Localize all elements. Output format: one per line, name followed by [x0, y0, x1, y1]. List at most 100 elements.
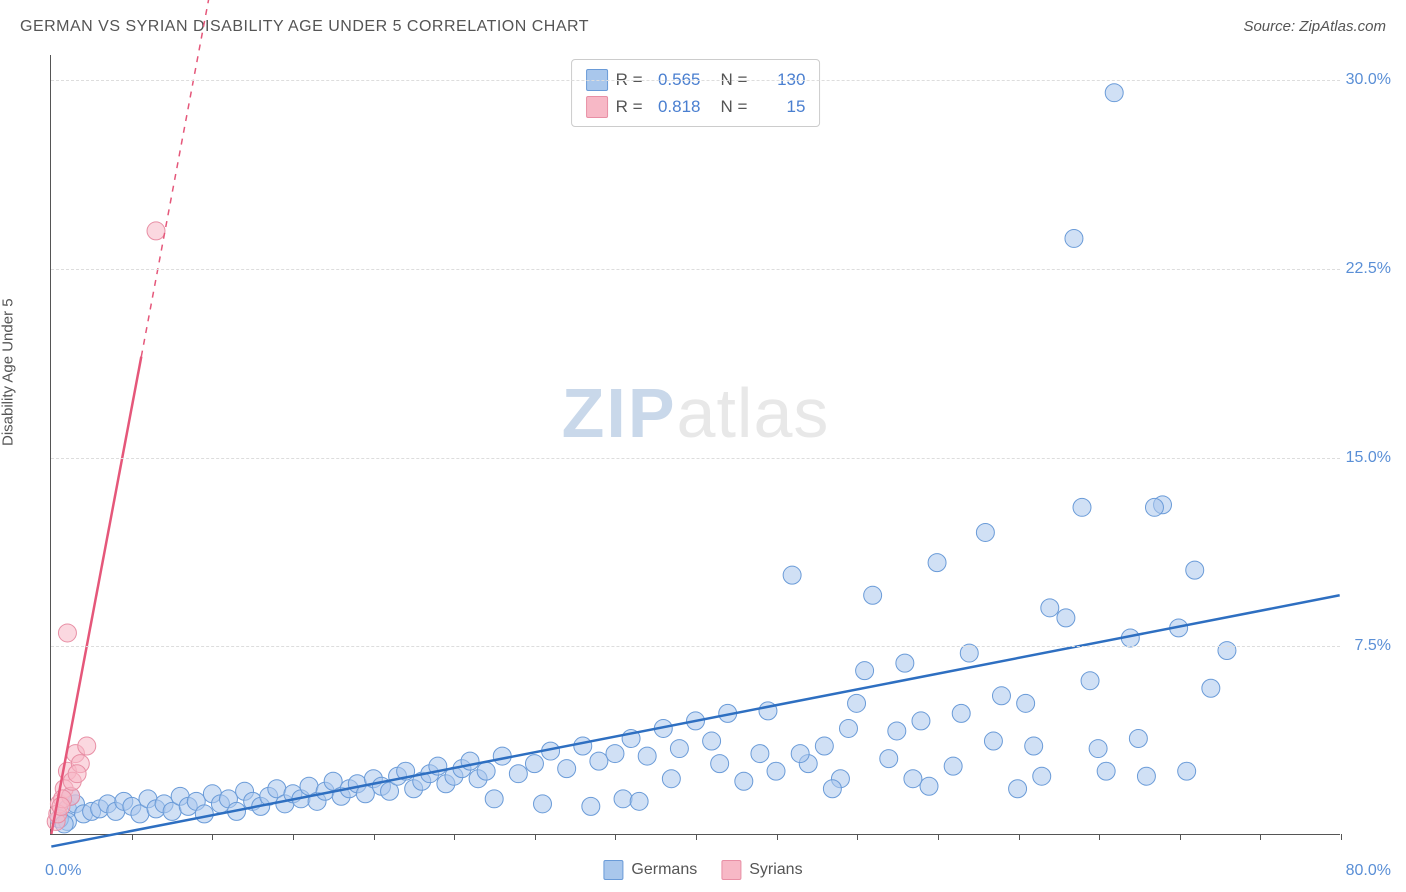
scatter-point: [735, 772, 753, 790]
scatter-point: [1057, 609, 1075, 627]
scatter-point: [58, 624, 76, 642]
trend-line: [51, 595, 1339, 846]
scatter-point: [984, 732, 1002, 750]
scatter-point: [1129, 730, 1147, 748]
x-tick: [777, 834, 778, 840]
y-tick-label: 7.5%: [1355, 637, 1391, 655]
source-attribution: Source: ZipAtlas.com: [1243, 18, 1386, 35]
scatter-point: [928, 554, 946, 572]
grid-line: [51, 80, 1340, 81]
legend-r-value: 0.818: [651, 93, 701, 120]
x-tick: [938, 834, 939, 840]
x-tick: [293, 834, 294, 840]
scatter-point: [1041, 599, 1059, 617]
x-tick: [1341, 834, 1342, 840]
scatter-point: [896, 654, 914, 672]
scatter-point: [1145, 498, 1163, 516]
legend-label: Germans: [631, 861, 697, 879]
y-axis-label: Disability Age Under 5: [0, 298, 17, 446]
trend-line: [51, 357, 141, 834]
legend-correlation: R =0.565N =130R =0.818N =15: [571, 59, 821, 127]
scatter-point: [525, 755, 543, 773]
x-tick: [454, 834, 455, 840]
scatter-point: [711, 755, 729, 773]
scatter-point: [477, 762, 495, 780]
x-tick: [535, 834, 536, 840]
legend-n-label: N =: [721, 93, 748, 120]
scatter-point: [1202, 679, 1220, 697]
x-tick: [1180, 834, 1181, 840]
scatter-point: [944, 757, 962, 775]
x-tick: [374, 834, 375, 840]
scatter-point: [767, 762, 785, 780]
scatter-point: [815, 737, 833, 755]
legend-r-label: R =: [616, 93, 643, 120]
scatter-point: [670, 740, 688, 758]
scatter-point: [1097, 762, 1115, 780]
scatter-point: [840, 719, 858, 737]
scatter-svg: [51, 55, 1340, 834]
scatter-point: [1137, 767, 1155, 785]
scatter-point: [1009, 780, 1027, 798]
scatter-point: [147, 222, 165, 240]
y-tick-label: 22.5%: [1346, 260, 1391, 278]
legend-swatch: [721, 860, 741, 880]
scatter-point: [1073, 498, 1091, 516]
scatter-point: [992, 687, 1010, 705]
scatter-point: [904, 770, 922, 788]
scatter-point: [78, 737, 96, 755]
x-tick: [1019, 834, 1020, 840]
scatter-point: [783, 566, 801, 584]
scatter-point: [848, 694, 866, 712]
scatter-point: [952, 704, 970, 722]
scatter-point: [888, 722, 906, 740]
legend-swatch: [603, 860, 623, 880]
y-tick-label: 15.0%: [1346, 449, 1391, 467]
scatter-point: [1065, 229, 1083, 247]
scatter-point: [1081, 672, 1099, 690]
scatter-point: [1178, 762, 1196, 780]
trend-line-dashed: [141, 0, 212, 357]
scatter-point: [493, 747, 511, 765]
scatter-point: [1186, 561, 1204, 579]
x-tick: [212, 834, 213, 840]
legend-n-value: 15: [755, 93, 805, 120]
scatter-point: [195, 805, 213, 823]
x-tick: [132, 834, 133, 840]
scatter-point: [976, 523, 994, 541]
scatter-point: [630, 792, 648, 810]
scatter-point: [558, 760, 576, 778]
scatter-point: [574, 737, 592, 755]
scatter-point: [534, 795, 552, 813]
legend-series: Germans Syrians: [603, 860, 802, 880]
plot-area: ZIPatlas R =0.565N =130R =0.818N =15: [50, 55, 1340, 835]
scatter-point: [606, 745, 624, 763]
scatter-point: [1089, 740, 1107, 758]
scatter-point: [1105, 84, 1123, 102]
x-tick: [1099, 834, 1100, 840]
grid-line: [51, 646, 1340, 647]
legend-row: R = 0.818 N = 15: [586, 93, 806, 120]
scatter-point: [461, 752, 479, 770]
scatter-point: [856, 662, 874, 680]
x-tick: [1260, 834, 1261, 840]
scatter-point: [703, 732, 721, 750]
scatter-point: [509, 765, 527, 783]
scatter-point: [662, 770, 680, 788]
scatter-point: [590, 752, 608, 770]
legend-item: Syrians: [721, 860, 802, 880]
scatter-point: [823, 780, 841, 798]
x-max-label: 80.0%: [1346, 862, 1391, 880]
scatter-point: [791, 745, 809, 763]
scatter-point: [582, 797, 600, 815]
scatter-point: [1033, 767, 1051, 785]
scatter-point: [68, 765, 86, 783]
scatter-point: [751, 745, 769, 763]
scatter-point: [880, 750, 898, 768]
x-tick: [696, 834, 697, 840]
chart-title: GERMAN VS SYRIAN DISABILITY AGE UNDER 5 …: [20, 18, 589, 36]
scatter-point: [485, 790, 503, 808]
scatter-point: [920, 777, 938, 795]
scatter-point: [912, 712, 930, 730]
x-tick: [857, 834, 858, 840]
